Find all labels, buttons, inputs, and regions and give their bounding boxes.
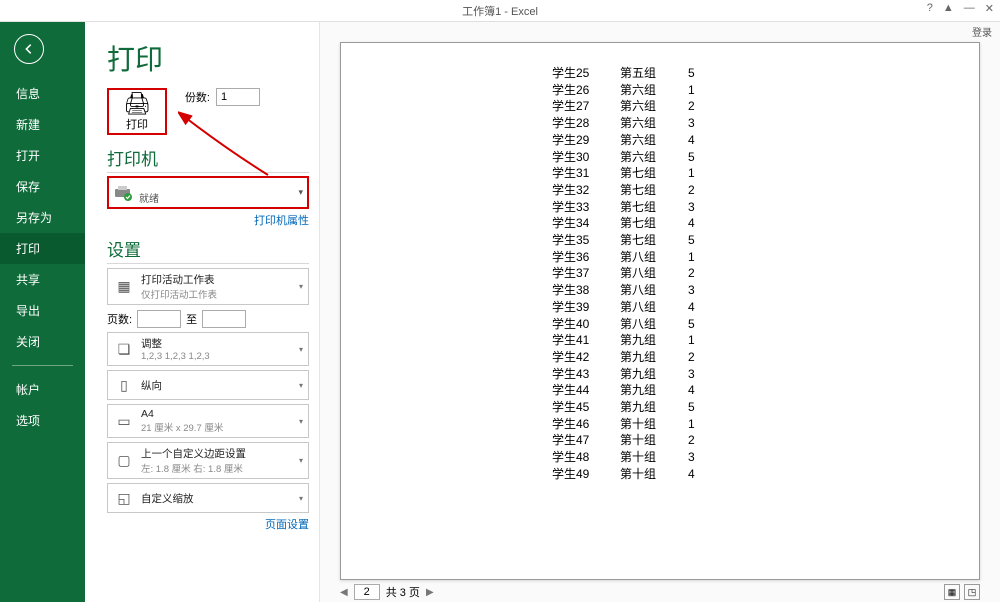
window-controls: ? ▲ — ✕ bbox=[927, 2, 994, 15]
next-page-button[interactable]: ▶ bbox=[426, 587, 434, 598]
table-row: 学生32第七组2 bbox=[552, 182, 768, 199]
table-row: 学生31第七组1 bbox=[552, 165, 768, 182]
table-row: 学生35第七组5 bbox=[552, 232, 768, 249]
login-link[interactable]: 登录 bbox=[972, 24, 992, 39]
table-row: 学生25第五组5 bbox=[552, 65, 768, 82]
table-row: 学生49第十组4 bbox=[552, 466, 768, 483]
table-row: 学生28第六组3 bbox=[552, 115, 768, 132]
sidebar-item-8[interactable]: 关闭 bbox=[0, 326, 85, 357]
sidebar-footer-1[interactable]: 选项 bbox=[0, 405, 85, 436]
table-row: 学生36第八组1 bbox=[552, 249, 768, 266]
sidebar-item-3[interactable]: 保存 bbox=[0, 171, 85, 202]
table-row: 学生41第九组1 bbox=[552, 332, 768, 349]
table-row: 学生43第九组3 bbox=[552, 366, 768, 383]
printer-section-title: 打印机 bbox=[107, 145, 309, 173]
portrait-icon: ▯ bbox=[113, 374, 135, 396]
table-row: 学生38第八组3 bbox=[552, 282, 768, 299]
help-icon[interactable]: ? bbox=[927, 2, 933, 15]
total-pages-label: 共 3 页 bbox=[386, 584, 420, 600]
setting-scaling[interactable]: ◱ 自定义缩放 ▾ bbox=[107, 483, 309, 513]
sidebar-footer-0[interactable]: 帐户 bbox=[0, 374, 85, 405]
printer-icon: 🖨 bbox=[123, 93, 151, 115]
collate-icon: ❏ bbox=[113, 338, 135, 360]
printer-status-icon bbox=[113, 184, 133, 202]
setting-print-scope[interactable]: ▦ 打印活动工作表仅打印活动工作表 ▾ bbox=[107, 268, 309, 305]
table-row: 学生46第十组1 bbox=[552, 416, 768, 433]
sidebar-item-2[interactable]: 打开 bbox=[0, 140, 85, 171]
setting-orientation[interactable]: ▯ 纵向 ▾ bbox=[107, 370, 309, 400]
print-button[interactable]: 🖨 打印 bbox=[107, 88, 167, 135]
setting-paper[interactable]: ▭ A421 厘米 x 29.7 厘米 ▾ bbox=[107, 404, 309, 438]
window-title: 工作簿1 - Excel bbox=[462, 3, 538, 19]
setting-margins[interactable]: ▢ 上一个自定义边距设置左: 1.8 厘米 右: 1.8 厘米 ▾ bbox=[107, 442, 309, 479]
sidebar-divider bbox=[12, 365, 73, 366]
table-row: 学生37第八组2 bbox=[552, 265, 768, 282]
sidebar-item-1[interactable]: 新建 bbox=[0, 109, 85, 140]
back-button[interactable] bbox=[14, 34, 44, 64]
copies-input[interactable] bbox=[216, 88, 260, 106]
preview-page: 学生25第五组5学生26第六组1学生27第六组2学生28第六组3学生29第六组4… bbox=[340, 42, 980, 580]
minimize-icon[interactable]: — bbox=[964, 2, 975, 15]
table-row: 学生29第六组4 bbox=[552, 132, 768, 149]
page-nav: ◀ 共 3 页 ▶ bbox=[340, 584, 434, 600]
sidebar-item-5[interactable]: 打印 bbox=[0, 233, 85, 264]
table-row: 学生47第十组2 bbox=[552, 432, 768, 449]
settings-section-title: 设置 bbox=[107, 236, 309, 264]
chevron-down-icon: ▾ bbox=[298, 187, 303, 198]
table-row: 学生40第八组5 bbox=[552, 316, 768, 333]
setting-collate[interactable]: ❏ 调整1,2,3 1,2,3 1,2,3 ▾ bbox=[107, 332, 309, 366]
scaling-icon: ◱ bbox=[113, 487, 135, 509]
print-heading: 打印 bbox=[107, 38, 309, 78]
sidebar-item-4[interactable]: 另存为 bbox=[0, 202, 85, 233]
table-row: 学生48第十组3 bbox=[552, 449, 768, 466]
pages-from-input[interactable] bbox=[137, 310, 181, 328]
copies-label: 份数: bbox=[185, 89, 210, 105]
margins-icon: ▢ bbox=[113, 450, 135, 472]
sidebar-item-7[interactable]: 导出 bbox=[0, 295, 85, 326]
pages-label: 页数: bbox=[107, 311, 132, 327]
table-row: 学生39第八组4 bbox=[552, 299, 768, 316]
sidebar-item-0[interactable]: 信息 bbox=[0, 78, 85, 109]
paper-icon: ▭ bbox=[113, 410, 135, 432]
print-settings-pane: 打印 🖨 打印 份数: 打印机 就绪 bbox=[85, 22, 320, 602]
backstage-sidebar: 信息新建打开保存另存为打印共享导出关闭 帐户选项 bbox=[0, 22, 85, 602]
print-preview-pane: 学生25第五组5学生26第六组1学生27第六组2学生28第六组3学生29第六组4… bbox=[320, 22, 1000, 602]
sidebar-item-6[interactable]: 共享 bbox=[0, 264, 85, 295]
current-page-input[interactable] bbox=[354, 584, 380, 600]
sheets-icon: ▦ bbox=[113, 276, 135, 298]
printer-selector[interactable]: 就绪 ▾ bbox=[107, 176, 309, 209]
show-margins-icon[interactable]: ▦ bbox=[944, 584, 960, 600]
table-row: 学生42第九组2 bbox=[552, 349, 768, 366]
zoom-to-page-icon[interactable]: ◳ bbox=[964, 584, 980, 600]
printer-properties-link[interactable]: 打印机属性 bbox=[107, 212, 309, 228]
close-icon[interactable]: ✕ bbox=[985, 2, 994, 15]
table-row: 学生34第七组4 bbox=[552, 215, 768, 232]
table-row: 学生44第九组4 bbox=[552, 382, 768, 399]
pages-to-input[interactable] bbox=[202, 310, 246, 328]
table-row: 学生27第六组2 bbox=[552, 98, 768, 115]
titlebar: 工作簿1 - Excel ? ▲ — ✕ bbox=[0, 0, 1000, 22]
table-row: 学生26第六组1 bbox=[552, 82, 768, 99]
page-setup-link[interactable]: 页面设置 bbox=[107, 516, 309, 532]
table-row: 学生33第七组3 bbox=[552, 199, 768, 216]
table-row: 学生30第六组5 bbox=[552, 149, 768, 166]
prev-page-button[interactable]: ◀ bbox=[340, 587, 348, 598]
table-row: 学生45第九组5 bbox=[552, 399, 768, 416]
ribbon-toggle-icon[interactable]: ▲ bbox=[943, 2, 954, 15]
